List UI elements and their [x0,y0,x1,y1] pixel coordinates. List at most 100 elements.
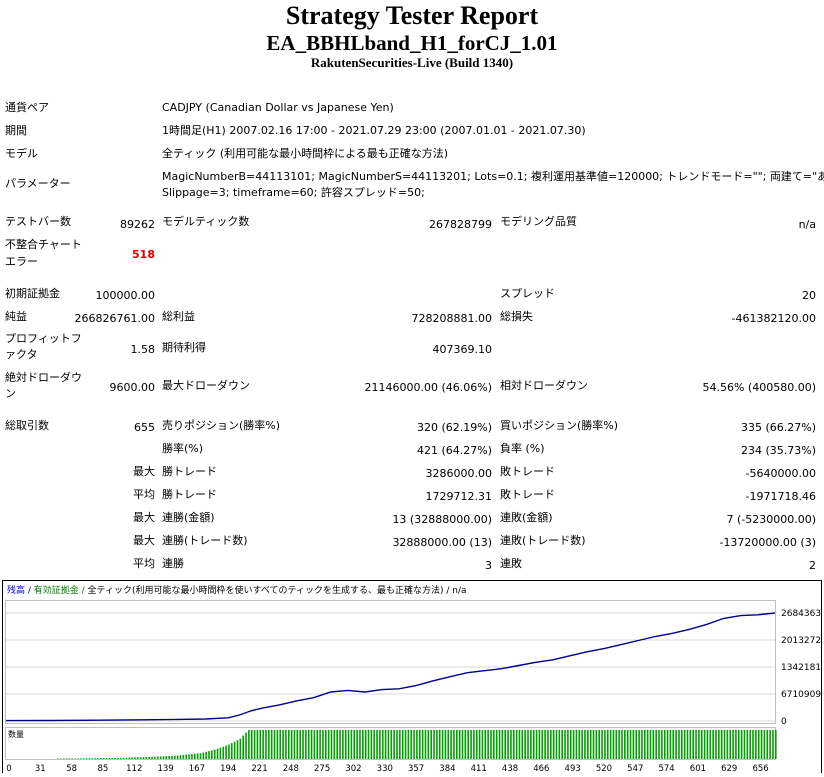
volume-bar [239,738,242,759]
volume-bar [282,730,284,759]
balance-series-line [5,612,776,722]
volume-bar [458,730,461,759]
volume-bar [743,730,746,759]
model-label: モデル [5,147,38,160]
volume-bar [661,730,663,759]
volume-bar [367,730,370,759]
spread-value: 20 [802,289,816,302]
volume-bar [202,752,205,759]
volume-bar [512,730,515,759]
mismatch-label-1: 不整合チャート [5,238,82,251]
volume-bar [581,730,583,759]
volume-bar [99,758,102,759]
volume-bar [490,730,492,759]
x-tick-label: 302 [345,764,361,773]
x-tick-label: 601 [690,764,706,773]
y-tick-label: 6710909 [781,690,821,700]
volume-bar [592,730,595,759]
volume-bar [527,730,529,759]
net-label: 純益 [5,310,27,323]
deposit-value: 100000.00 [95,289,156,302]
volume-bar [305,730,307,759]
volume-bar [185,754,188,759]
volume-bar [567,730,569,759]
volume-bar [148,756,151,759]
volume-bar [296,730,299,759]
volume-bar [151,756,153,759]
max-consec-wins-money-label: 連勝(金額) [162,511,215,524]
volume-bar [729,730,732,759]
volume-bar [612,730,615,759]
volume-bar [111,757,113,759]
volume-bar [171,755,173,759]
volume-bar [399,730,401,759]
rel-dd-label: 相対ドローダウン [500,379,588,392]
pf-value: 1.58 [130,343,156,356]
volume-bar [421,730,424,759]
volume-bar [615,730,618,759]
volume-bar [344,730,347,759]
volume-bar [487,730,489,759]
volume-bar [675,730,677,759]
legend-text: 残高 / 有効証拠金 / 全ティック(利用可能な最小時間枠を使いすべてのティック… [7,584,467,596]
volume-bar [510,730,512,759]
report-title: Strategy Tester Report [285,1,539,30]
ea-name: EA_BBHLband_H1_forCJ_1.01 [266,31,558,55]
volume-bar [749,730,751,759]
volume-bar [125,757,128,759]
volume-bar [595,730,598,759]
x-tick-label: 547 [627,764,643,773]
volume-bar [179,755,182,759]
volume-bar [327,730,330,759]
volume-bar [666,730,669,759]
volume-bar [726,730,729,759]
volume-bar [225,745,227,759]
long-value: 335 (66.27%) [740,421,816,434]
volume-bar [501,730,504,759]
net-value: 266826761.00 [74,312,155,325]
volume-bar [618,730,620,759]
volume-bar [723,730,726,759]
volume-bar [396,730,398,759]
volume-bar [769,730,771,759]
volume-bar [262,730,264,759]
x-tick-label: 139 [157,764,173,773]
x-tick-label: 31 [35,764,46,773]
volume-bar [168,755,170,759]
volume-bar [703,730,706,759]
volume-bar [587,730,589,759]
volume-bar [131,757,133,759]
volume-bar [222,746,225,759]
chart-legend: 残高 / 有効証拠金 / 全ティック(利用可能な最小時間枠を使いすべてのティック… [7,584,467,596]
volume-bar [418,730,421,759]
volume-bar [407,730,410,759]
volume-bar [549,730,552,759]
volume-bar [672,730,675,759]
symbol-label: 通貨ペア [5,101,49,114]
legend-item: 有効証拠金 / [34,584,88,596]
volume-bar [176,755,179,759]
volume-bar [142,757,145,759]
volume-bar [256,730,259,759]
volume-bar [384,730,387,759]
volume-bar [233,741,236,759]
volume-bar [498,730,501,759]
x-tick-label: 357 [408,764,424,773]
volume-bar [467,730,469,759]
volume-bar [524,730,526,759]
volume-bar [601,730,603,759]
max-consec-trades-prefix: 最大 [133,534,155,547]
volume-bar [692,730,695,759]
volume-bar [307,730,310,759]
volume-bar [74,758,76,759]
mismatch-label-2: エラー [5,255,38,268]
volume-bar [541,730,544,759]
y-tick-label: 20132727 [781,636,822,646]
volume-bar [732,730,734,759]
volume-bar [453,730,455,759]
volume-bar [763,730,766,759]
y-tick-label: 13421818 [781,663,822,673]
avg-consec-wins-value: 3 [485,559,492,572]
pf-label-1: プロフィットフ [5,332,82,345]
volume-bar [191,754,193,759]
